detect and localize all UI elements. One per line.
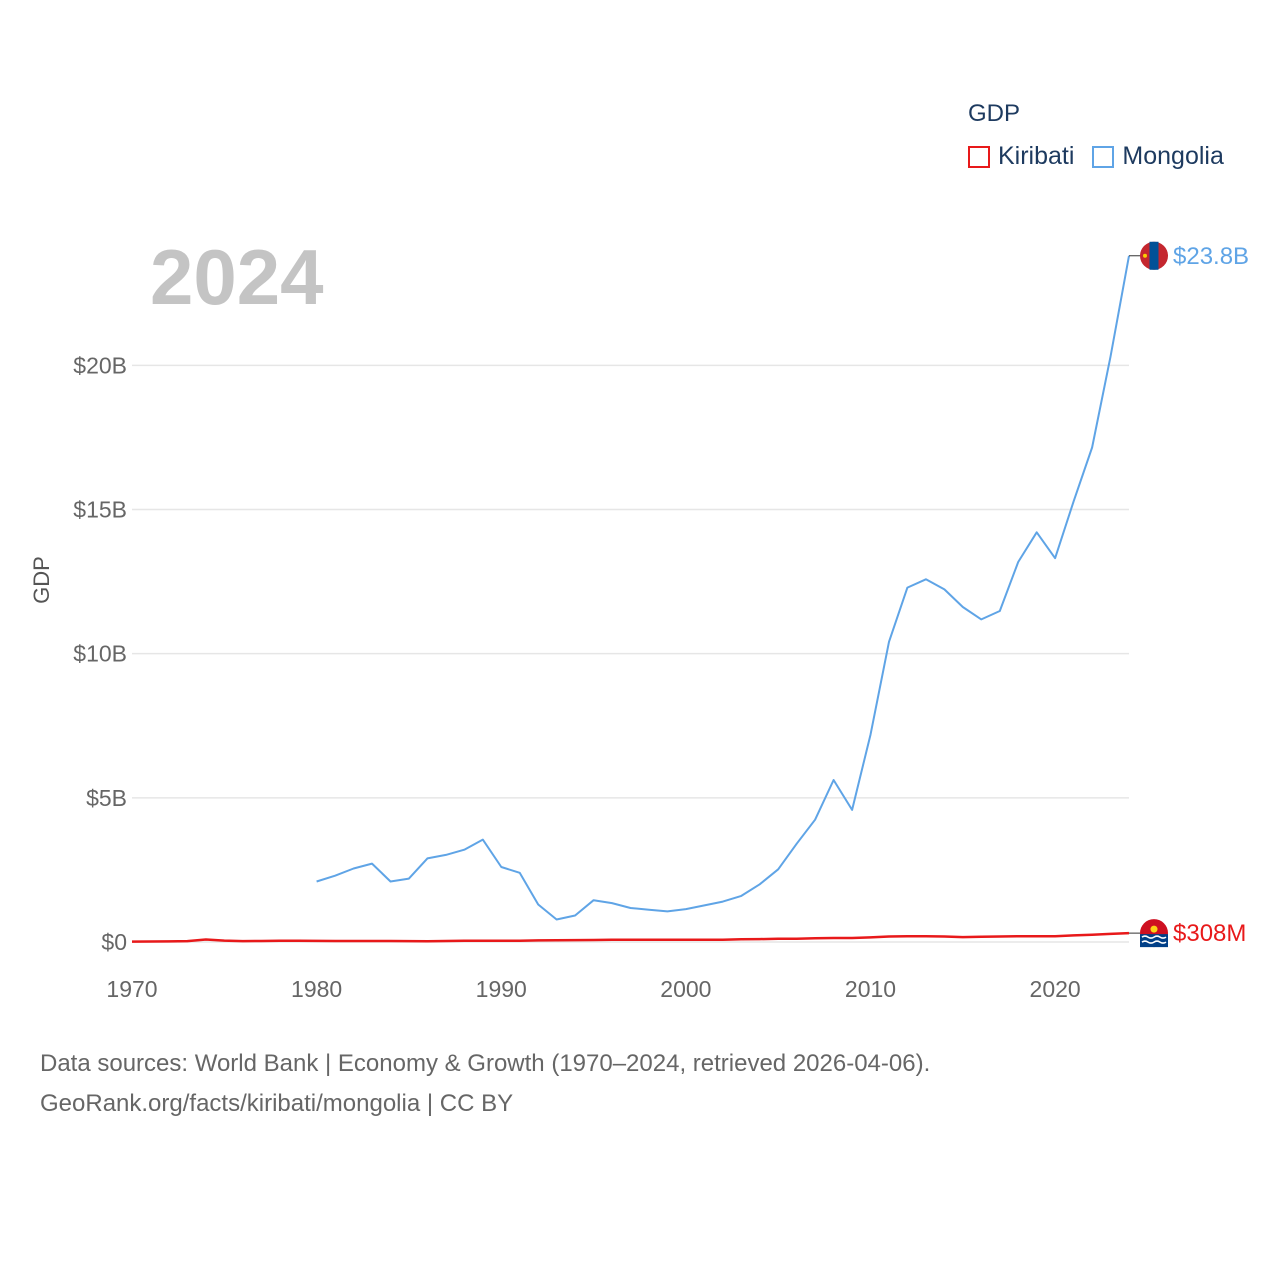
y-axis-tick-labels: $0 $5B $10B $15B $20B [73, 352, 127, 955]
data-source-text: Data sources: World Bank | Economy & Gro… [40, 1050, 931, 1077]
mongolia-flag-icon [1140, 241, 1168, 270]
kiribati-flag-icon [1140, 919, 1168, 948]
x-tick-label-3: 2000 [660, 976, 711, 1002]
legend-item-mongolia[interactable]: Mongolia [1092, 142, 1224, 171]
x-axis-tick-labels: 1970 1980 1990 2000 2010 2020 [106, 976, 1080, 1002]
legend-swatch-mongolia [1092, 145, 1115, 168]
footer: Data sources: World Bank | Economy & Gro… [40, 1044, 930, 1124]
end-value-label-kiribati: $308M [1173, 920, 1246, 947]
legend-swatch-kiribati [968, 145, 990, 168]
legend: Kiribati Mongolia [968, 142, 1242, 171]
series-line-kiribati[interactable] [131, 931, 1130, 943]
legend-label-kiribati: Kiribati [998, 142, 1075, 170]
y-tick-label-1: $5B [86, 785, 127, 811]
series-lines [131, 255, 1130, 943]
attribution-text: GeoRank.org/facts/kiribati/mongolia | CC… [40, 1090, 514, 1117]
series-line-mongolia[interactable] [316, 255, 1130, 921]
y-tick-label-2: $10B [73, 641, 127, 667]
y-tick-label-4: $20B [73, 352, 127, 378]
x-tick-label-1: 1980 [291, 976, 342, 1002]
x-tick-label-4: 2010 [845, 976, 896, 1002]
series-end-markers: $308M $23.8B [1129, 241, 1249, 948]
current-year-label: 2024 [150, 233, 324, 321]
end-value-label-mongolia: $23.8B [1173, 243, 1249, 270]
y-tick-label-0: $0 [101, 929, 127, 955]
x-tick-label-2: 1990 [476, 976, 527, 1002]
legend-item-kiribati[interactable]: Kiribati [968, 142, 1074, 171]
legend-label-mongolia: Mongolia [1122, 142, 1224, 170]
gridlines [132, 364, 1129, 943]
legend-title: GDP [968, 100, 1021, 127]
x-tick-label-0: 1970 [106, 976, 157, 1002]
y-axis-label: GDP [29, 556, 54, 604]
y-tick-label-3: $15B [73, 497, 127, 523]
x-tick-label-5: 2020 [1030, 976, 1081, 1002]
